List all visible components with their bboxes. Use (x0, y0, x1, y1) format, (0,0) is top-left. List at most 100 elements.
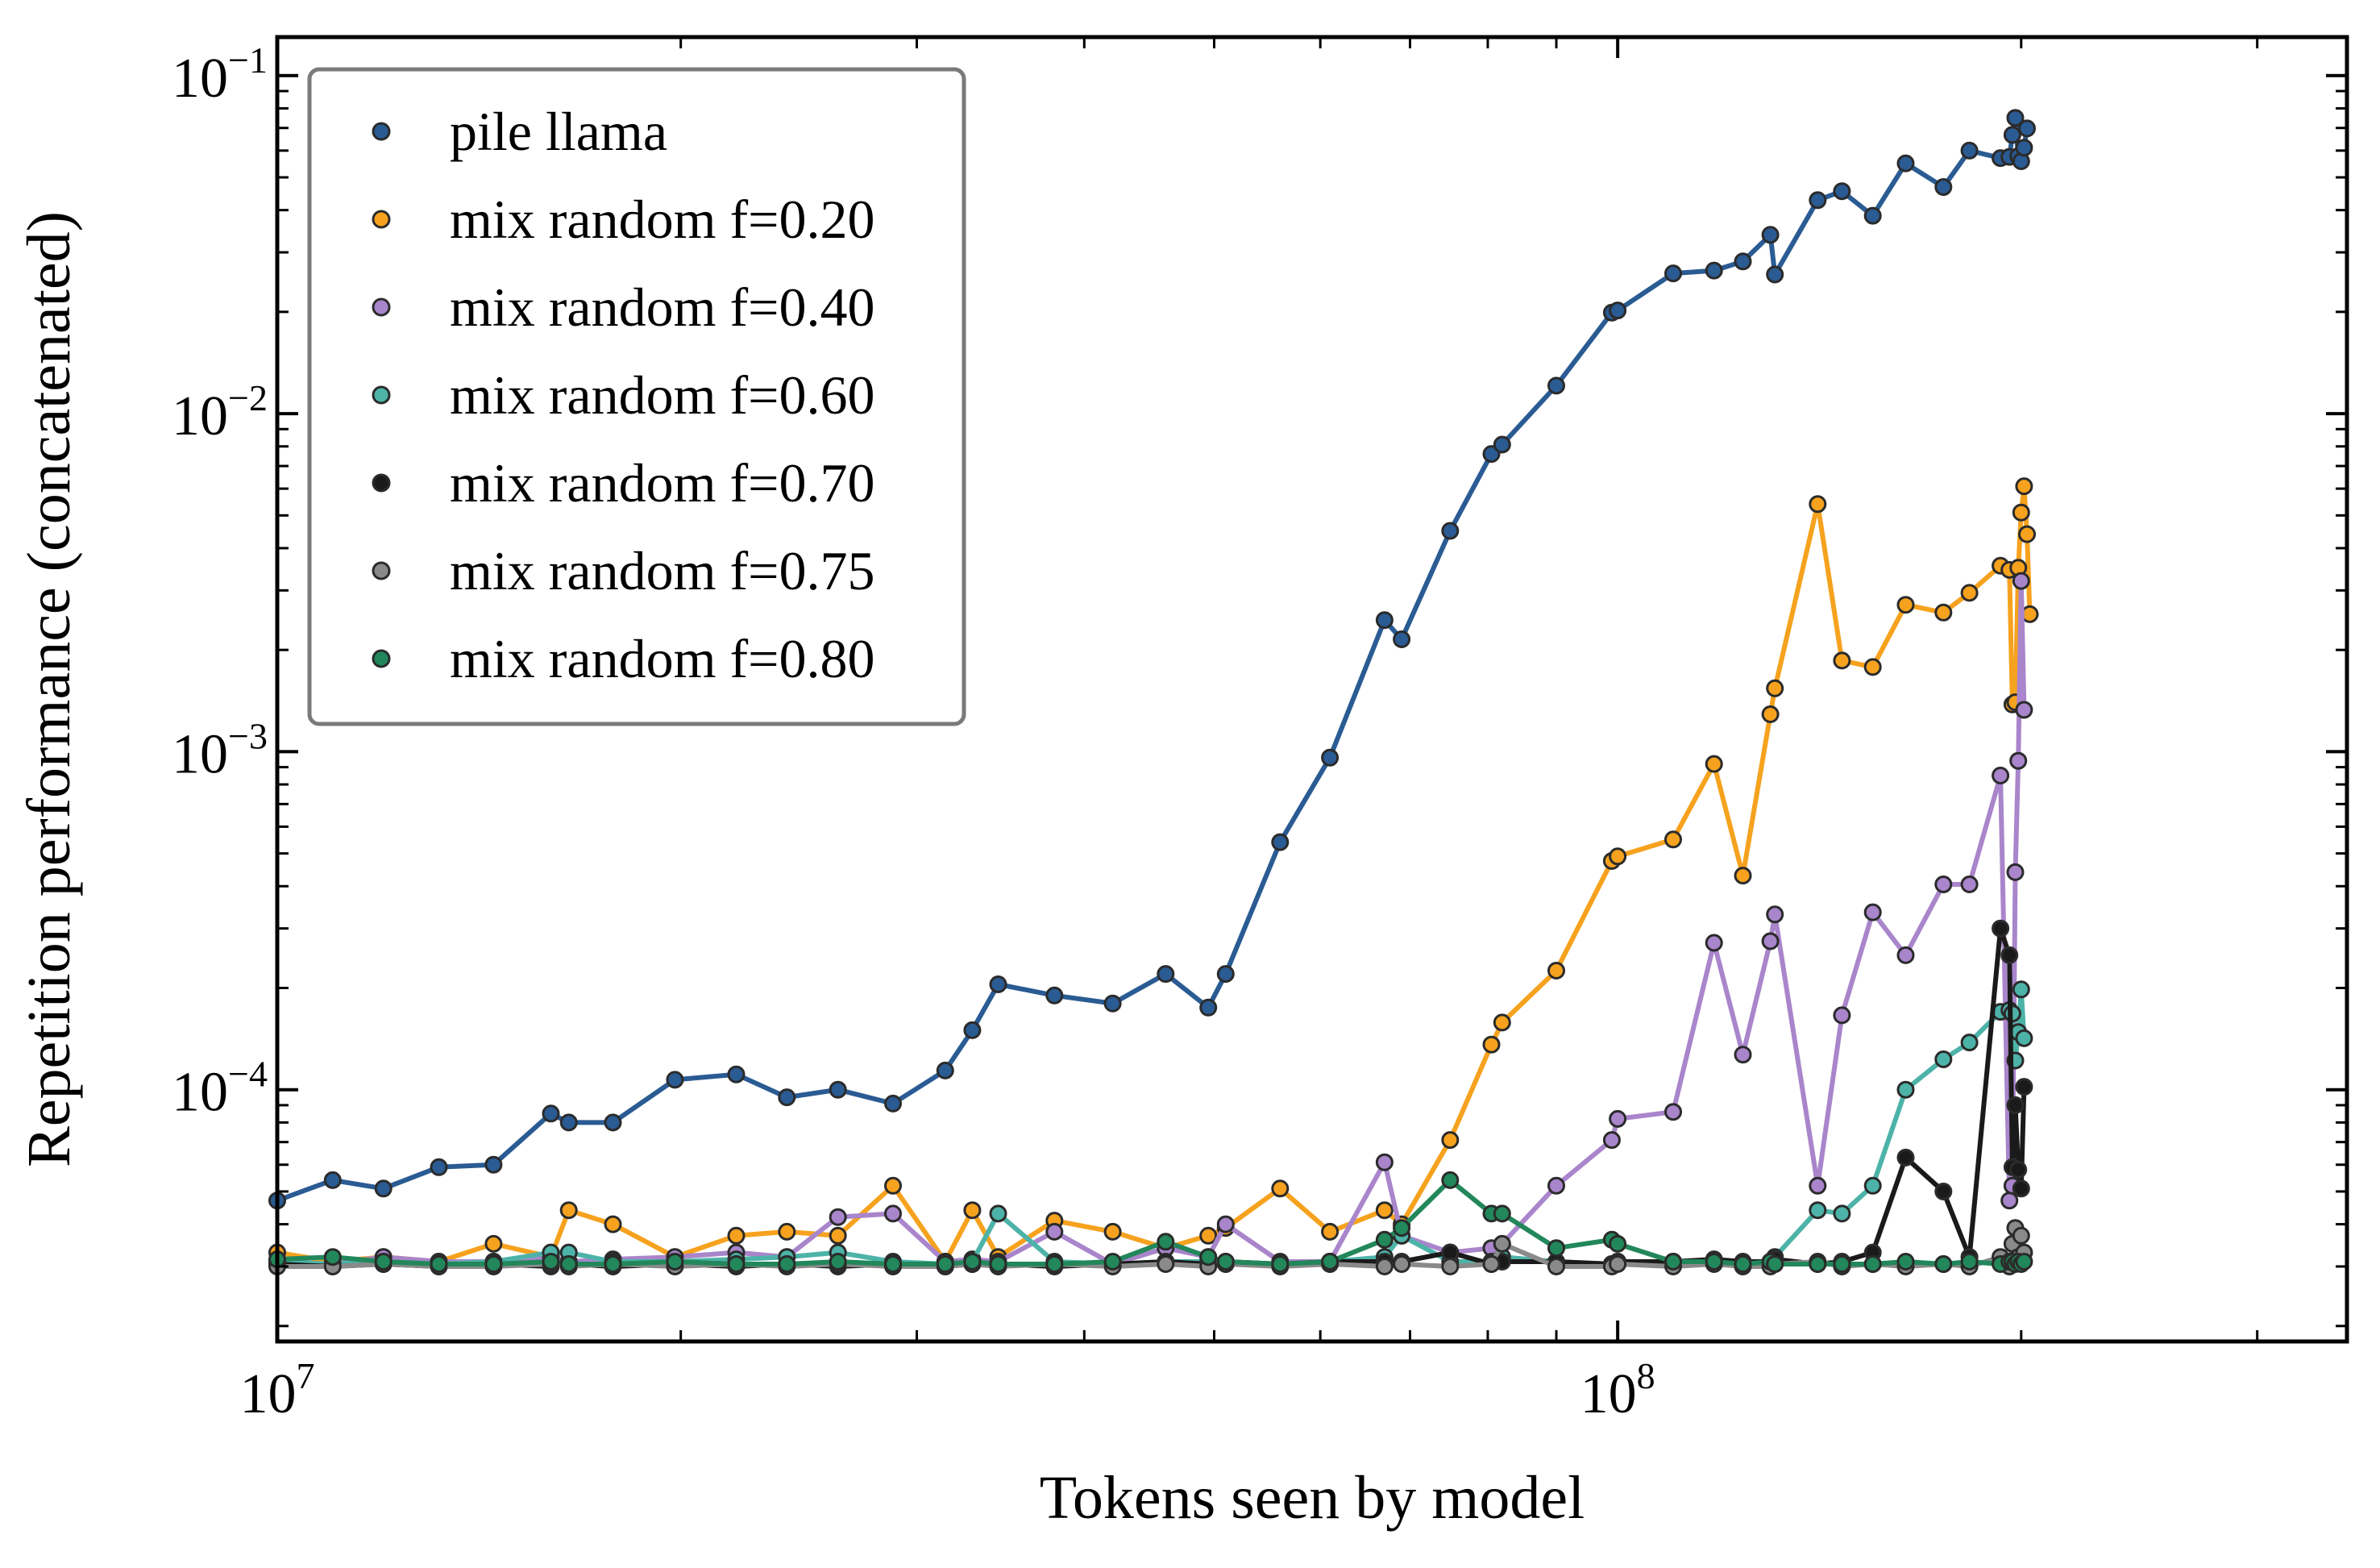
data-point (1833, 1006, 1851, 1025)
data-point (1393, 1255, 1411, 1273)
data-point (1103, 1222, 1122, 1241)
data-point (1766, 265, 1784, 284)
legend-label: mix random f=0.60 (450, 364, 875, 426)
data-point (1809, 1176, 1827, 1195)
series-1 (268, 109, 2036, 1210)
data-point (1934, 1183, 1953, 1200)
data-point (1393, 630, 1411, 648)
data-point (1896, 1253, 1915, 1271)
data-point (1863, 206, 1882, 225)
plot-area (268, 109, 2039, 1275)
data-point (604, 1113, 622, 1132)
legend-item: mix random f=0.75 (372, 540, 875, 601)
data-point (1705, 934, 1723, 952)
data-point (829, 1253, 847, 1271)
data-point (963, 1253, 982, 1271)
data-point (1705, 755, 1723, 773)
data-point (936, 1061, 954, 1079)
data-point (778, 1088, 796, 1107)
data-point (1271, 1255, 1290, 1273)
data-point (884, 1094, 902, 1113)
data-point (604, 1215, 622, 1233)
data-point (1896, 1080, 1915, 1099)
data-point (1441, 1258, 1460, 1275)
data-point (1216, 1253, 1235, 1271)
data-point (1393, 1219, 1411, 1237)
data-point (884, 1255, 902, 1273)
data-point (1833, 182, 1851, 201)
data-point (1934, 178, 1953, 196)
data-point (1761, 226, 1780, 244)
data-point (1609, 1234, 1627, 1253)
data-point (1664, 264, 1682, 283)
data-point (604, 1255, 622, 1273)
data-point (2000, 946, 2019, 964)
data-point (1934, 603, 1953, 622)
data-point (2006, 1096, 2025, 1114)
data-point (2015, 1029, 2033, 1047)
data-point (2018, 119, 2036, 138)
legend-label: mix random f=0.70 (450, 452, 875, 514)
legend-item: mix random f=0.40 (372, 277, 875, 338)
data-point (829, 1226, 847, 1245)
data-point (1992, 919, 2010, 938)
data-point (1833, 1255, 1851, 1273)
data-point (1375, 1258, 1394, 1275)
data-point (559, 1113, 578, 1132)
data-point (727, 1226, 746, 1245)
data-point (1375, 611, 1394, 630)
data-point (1960, 584, 1979, 602)
data-point (1809, 1255, 1827, 1273)
data-point (884, 1204, 902, 1223)
data-point (1734, 1046, 1752, 1064)
data-point (1441, 1171, 1460, 1189)
data-point (1547, 1258, 1565, 1275)
data-point (542, 1253, 560, 1271)
data-point (2009, 1160, 2028, 1179)
data-point (1833, 651, 1851, 670)
data-point (1199, 1226, 1218, 1245)
data-point (430, 1158, 448, 1176)
data-point (1271, 1179, 1290, 1198)
x-tick-label: 107 (240, 1355, 315, 1425)
data-point (727, 1065, 746, 1083)
legend-marker (372, 297, 391, 317)
data-point (559, 1201, 578, 1220)
data-point (1992, 767, 2010, 784)
data-point (1321, 748, 1340, 767)
y-tick-label: 10−2 (172, 377, 268, 447)
data-point (666, 1253, 684, 1271)
data-point (1441, 522, 1460, 540)
data-point (1833, 1204, 1851, 1223)
legend: pile llama mix random f=0.20 mix random f=… (307, 67, 966, 726)
data-point (1934, 1050, 1953, 1068)
data-point (1157, 1233, 1175, 1251)
data-point (323, 1171, 342, 1189)
axes-frame (275, 35, 2349, 1344)
data-point (2015, 1078, 2033, 1096)
legend-label: pile llama (450, 101, 667, 162)
data-point (1216, 1215, 1235, 1233)
data-point (1761, 705, 1780, 723)
data-point (2018, 525, 2036, 543)
data-point (2012, 980, 2030, 999)
data-point (1199, 1248, 1218, 1266)
legend-item: pile llama (372, 101, 667, 162)
data-point (1809, 191, 1827, 210)
legend-item: mix random f=0.80 (372, 628, 875, 689)
data-point (1896, 154, 1915, 173)
data-point (484, 1234, 503, 1253)
axis-tick-labels: 107 108 10−4 10−3 10−2 10−1 (172, 40, 1655, 1425)
data-point (1766, 905, 1784, 924)
data-point (1547, 1239, 1565, 1258)
series-7 (268, 1171, 2033, 1273)
data-point (374, 1179, 393, 1198)
data-point (989, 1255, 1007, 1273)
legend-marker (372, 122, 391, 141)
data-point (1493, 1234, 1511, 1253)
data-point (1934, 876, 1953, 893)
data-point (1766, 1255, 1784, 1273)
data-point (2015, 1253, 2033, 1271)
data-point (542, 1104, 560, 1123)
legend-marker (372, 649, 391, 668)
